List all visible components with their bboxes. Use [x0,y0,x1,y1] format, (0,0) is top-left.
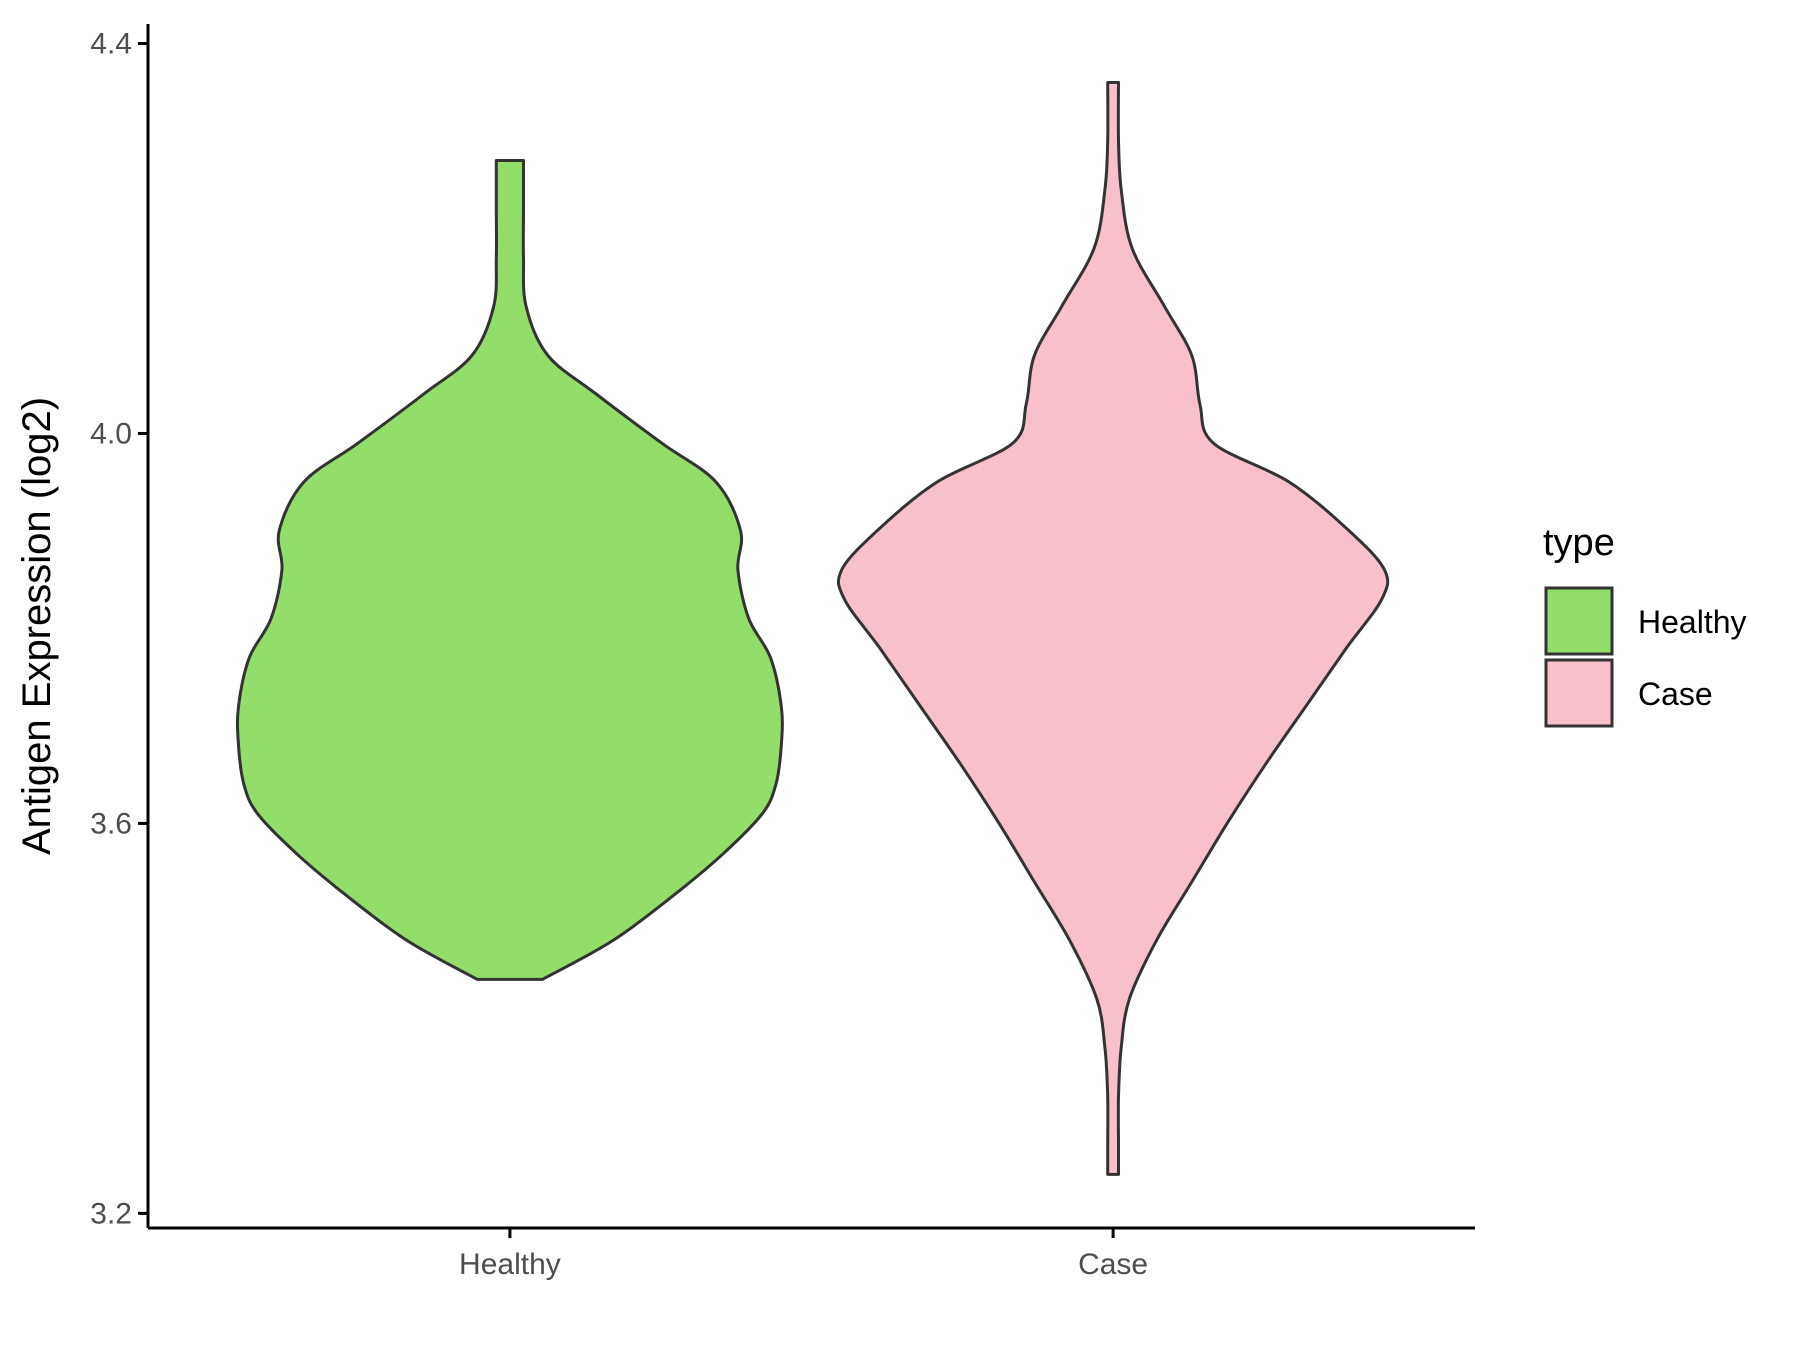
y-tick-label: 4.4 [90,27,132,60]
x-tick-label: Case [1078,1248,1148,1281]
legend-title: type [1543,522,1615,564]
legend-label-case: Case [1638,676,1713,712]
legend: type Healthy Case [1543,522,1747,728]
violin-case [836,81,1390,1176]
y-axis-ticks: 3.2 3.6 4.0 4.4 [90,27,148,1230]
y-tick-label: 3.2 [90,1197,132,1230]
legend-items: Healthy Case [1544,586,1747,728]
violin-healthy [235,159,784,981]
violin-layer [235,81,1390,1176]
y-tick-label: 3.6 [90,807,132,840]
y-tick-label: 4.0 [90,417,132,450]
legend-swatch-healthy [1544,586,1614,656]
y-axis-title: Antigen Expression (log2) [15,397,59,855]
legend-label-healthy: Healthy [1638,604,1747,640]
x-tick-label: Healthy [459,1248,561,1281]
x-axis-ticks: Healthy Case [459,1228,1148,1281]
legend-swatch-case [1544,658,1614,728]
